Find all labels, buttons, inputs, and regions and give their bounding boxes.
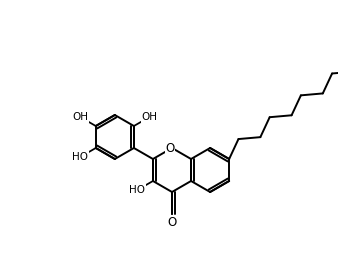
Text: O: O bbox=[165, 141, 175, 154]
Text: OH: OH bbox=[72, 112, 88, 122]
Text: OH: OH bbox=[142, 112, 158, 122]
Text: HO: HO bbox=[72, 152, 88, 162]
Text: O: O bbox=[167, 215, 177, 229]
Text: HO: HO bbox=[129, 185, 145, 195]
